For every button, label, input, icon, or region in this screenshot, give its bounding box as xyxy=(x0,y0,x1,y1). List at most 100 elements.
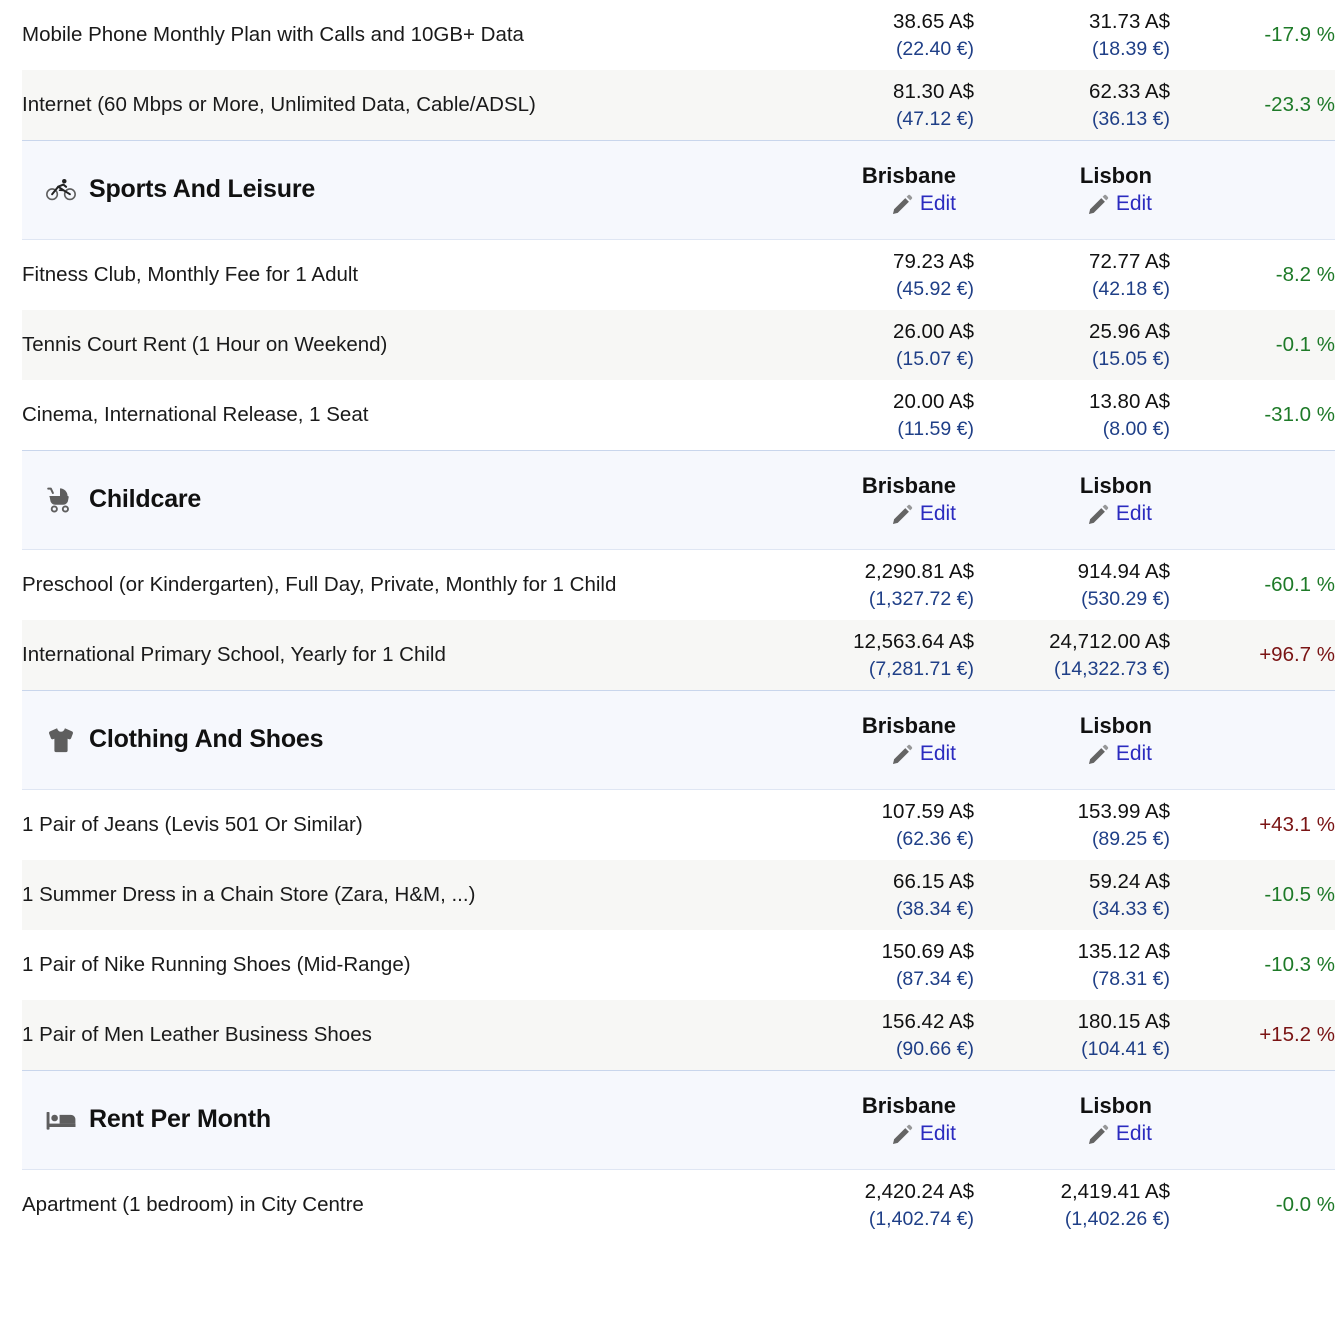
city-name-label: Brisbane xyxy=(861,1093,956,1119)
edit-link[interactable]: Edit xyxy=(892,502,956,526)
price-primary: 150.69 A$ xyxy=(881,939,974,963)
city-b-price-cell: 914.94 A$ (530.29 €) xyxy=(974,549,1170,619)
difference-cell: -23.3 % xyxy=(1264,92,1335,116)
city-a-price-cell: 150.69 A$ (87.34 €) xyxy=(778,930,974,1000)
price-primary: 62.33 A$ xyxy=(1089,79,1170,103)
edit-link-label: Edit xyxy=(919,742,956,766)
price-euro: (34.33 €) xyxy=(1091,897,1170,920)
pencil-icon xyxy=(892,194,913,215)
edit-link[interactable]: Edit xyxy=(1088,742,1152,766)
section-diff-header-cell xyxy=(1170,689,1335,790)
edit-link[interactable]: Edit xyxy=(1088,502,1152,526)
edit-link-label: Edit xyxy=(919,502,956,526)
edit-link[interactable]: Edit xyxy=(1088,192,1152,216)
cost-of-living-comparison-table: Mobile Phone Monthly Plan with Calls and… xyxy=(22,0,1335,1240)
price-primary: 2,420.24 A$ xyxy=(864,1179,974,1203)
price-primary: 13.80 A$ xyxy=(1089,389,1170,413)
city-b-price-cell: 72.77 A$ (42.18 €) xyxy=(974,239,1170,309)
difference-cell: +43.1 % xyxy=(1259,812,1335,836)
table-row: Mobile Phone Monthly Plan with Calls and… xyxy=(22,0,1335,70)
table-row: 1 Pair of Jeans (Levis 501 Or Similar) 10… xyxy=(22,789,1335,860)
section-title: Clothing And Shoes xyxy=(89,725,324,754)
city-b-price-cell: 25.96 A$ (15.05 €) xyxy=(974,310,1170,380)
table-row: 1 Pair of Nike Running Shoes (Mid-Range)… xyxy=(22,929,1335,1000)
city-b-header-cell: Lisbon Edit xyxy=(974,139,1170,240)
price-euro: (78.31 €) xyxy=(1091,967,1170,990)
price-euro: (104.41 €) xyxy=(1081,1037,1170,1060)
section-header-row: Sports And Leisure Brisbane Edit Lisbon Ed… xyxy=(22,139,1335,240)
edit-link-label: Edit xyxy=(1115,502,1152,526)
city-a-price-cell: 2,290.81 A$ (1,327.72 €) xyxy=(778,549,974,619)
price-euro: (89.25 €) xyxy=(1091,827,1170,850)
price-euro: (87.34 €) xyxy=(895,967,974,990)
difference-cell: -10.3 % xyxy=(1264,952,1335,976)
item-name-cell: Apartment (1 bedroom) in City Centre xyxy=(22,1193,364,1216)
city-b-price-cell: 153.99 A$ (89.25 €) xyxy=(974,789,1170,859)
edit-link-label: Edit xyxy=(1115,742,1152,766)
table-row: Tennis Court Rent (1 Hour on Weekend) 26.… xyxy=(22,309,1335,380)
item-name-cell: 1 Pair of Men Leather Business Shoes xyxy=(22,1023,372,1047)
price-euro: (90.66 €) xyxy=(895,1037,974,1060)
item-name-cell: Tennis Court Rent (1 Hour on Weekend) xyxy=(22,333,388,357)
section-diff-header-cell xyxy=(1170,1069,1335,1170)
table-row: 1 Pair of Men Leather Business Shoes 156.… xyxy=(22,999,1335,1071)
city-a-header-cell: Brisbane Edit xyxy=(778,139,974,240)
city-a-price-cell: 2,420.24 A$ (1,402.74 €) xyxy=(778,1169,974,1239)
pencil-icon xyxy=(892,744,913,765)
pencil-icon xyxy=(1088,194,1109,215)
city-name-label: Lisbon xyxy=(1079,1093,1152,1119)
bed-icon xyxy=(44,1105,78,1135)
pencil-icon xyxy=(892,1124,913,1145)
price-euro: (11.59 €) xyxy=(897,417,974,440)
price-primary: 24,712.00 A$ xyxy=(1049,629,1170,653)
edit-link[interactable]: Edit xyxy=(892,742,956,766)
price-primary: 180.15 A$ xyxy=(1077,1009,1170,1033)
city-b-header-cell: Lisbon Edit xyxy=(974,689,1170,790)
edit-link[interactable]: Edit xyxy=(892,192,956,216)
price-primary: 31.73 A$ xyxy=(1089,10,1170,33)
bicycle-icon xyxy=(44,175,78,205)
price-primary: 12,563.64 A$ xyxy=(853,629,974,653)
city-b-price-cell: 2,419.41 A$ (1,402.26 €) xyxy=(974,1169,1170,1239)
section-title-cell: Childcare xyxy=(22,449,778,550)
item-name-cell: International Primary School, Yearly for… xyxy=(22,643,446,667)
edit-link-label: Edit xyxy=(1115,1122,1152,1146)
price-euro: (42.18 €) xyxy=(1091,277,1170,300)
price-primary: 153.99 A$ xyxy=(1077,799,1170,823)
item-name-cell: Preschool (or Kindergarten), Full Day, P… xyxy=(22,573,617,597)
price-euro: (1,402.74 €) xyxy=(868,1207,974,1230)
price-euro: (22.40 €) xyxy=(895,37,974,60)
edit-link[interactable]: Edit xyxy=(892,1122,956,1146)
city-b-price-cell: 59.24 A$ (34.33 €) xyxy=(974,860,1170,930)
pencil-icon xyxy=(1088,1124,1109,1145)
edit-link-label: Edit xyxy=(919,192,956,216)
difference-cell: +96.7 % xyxy=(1259,642,1335,666)
table-row: International Primary School, Yearly for… xyxy=(22,619,1335,691)
tshirt-icon xyxy=(44,725,78,755)
table-row: Cinema, International Release, 1 Seat 20.… xyxy=(22,379,1335,451)
pencil-icon xyxy=(1088,504,1109,525)
city-name-label: Brisbane xyxy=(861,473,956,499)
section-title: Childcare xyxy=(89,485,202,514)
price-euro: (15.07 €) xyxy=(895,347,974,370)
price-primary: 81.30 A$ xyxy=(893,79,974,103)
section-header-row: Clothing And Shoes Brisbane Edit Lisbon Ed… xyxy=(22,689,1335,790)
city-b-price-cell: 13.80 A$ (8.00 €) xyxy=(974,380,1170,450)
city-name-label: Brisbane xyxy=(861,163,956,189)
section-title-cell: Sports And Leisure xyxy=(22,139,778,240)
price-euro: (45.92 €) xyxy=(895,277,974,300)
price-primary: 66.15 A$ xyxy=(893,869,974,893)
section-title-cell: Clothing And Shoes xyxy=(22,689,778,790)
price-primary: 2,290.81 A$ xyxy=(864,559,974,583)
edit-link[interactable]: Edit xyxy=(1088,1122,1152,1146)
item-name-cell: Fitness Club, Monthly Fee for 1 Adult xyxy=(22,263,359,287)
stroller-icon xyxy=(44,485,78,515)
table-row: Apartment (1 bedroom) in City Centre 2,42… xyxy=(22,1169,1335,1240)
section-header-row: Childcare Brisbane Edit Lisbon Edit xyxy=(22,449,1335,550)
price-primary: 79.23 A$ xyxy=(893,249,974,273)
table-row: Preschool (or Kindergarten), Full Day, P… xyxy=(22,549,1335,620)
price-primary: 38.65 A$ xyxy=(893,10,974,33)
city-a-price-cell: 26.00 A$ (15.07 €) xyxy=(778,310,974,380)
city-a-price-cell: 66.15 A$ (38.34 €) xyxy=(778,860,974,930)
section-header-row: Rent Per Month Brisbane Edit Lisbon Edit xyxy=(22,1069,1335,1170)
